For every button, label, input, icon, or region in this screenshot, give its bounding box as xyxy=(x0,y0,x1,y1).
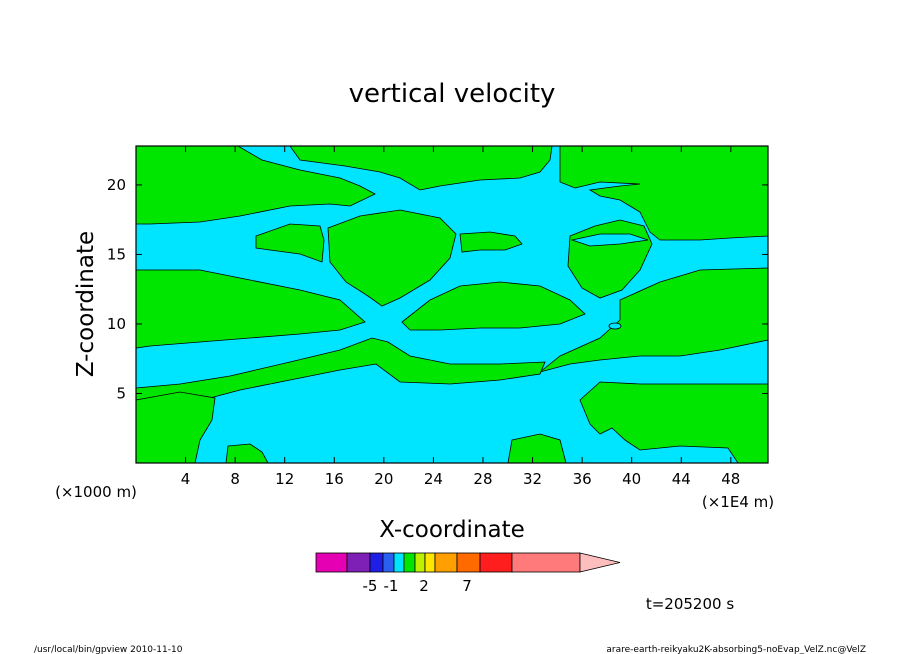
region-top-center xyxy=(289,145,553,191)
x-tick-label: 28 xyxy=(473,470,492,488)
footer-left: /usr/local/bin/gpview 2010-11-10 xyxy=(34,645,183,654)
region-bottom-right xyxy=(579,381,769,464)
x-tick-label: 24 xyxy=(424,470,443,488)
pocket-dome-right-inner xyxy=(570,233,649,247)
region-upper-left-band xyxy=(255,223,325,263)
x-axis-ticks: 4 8 12 16 20 24 28 32 36 40 44 48 xyxy=(181,146,740,488)
colorbar-swatch xyxy=(434,552,458,573)
colorbar-swatch xyxy=(456,552,481,573)
x-tick-label: 4 xyxy=(181,470,191,488)
colorbar-tick-label: 2 xyxy=(419,577,429,595)
colorbar-swatch xyxy=(393,552,405,573)
y-tick-label: 20 xyxy=(107,176,126,194)
negative-pockets xyxy=(570,233,649,330)
region-top-right xyxy=(559,145,769,241)
colorbar-swatch xyxy=(479,552,513,573)
colorbar: -5 -1 2 7 xyxy=(315,552,621,595)
colorbar-swatch xyxy=(315,552,348,573)
time-label: t=205200 s xyxy=(646,595,734,613)
colorbar-swatch xyxy=(414,552,426,573)
chart-title: vertical velocity xyxy=(349,79,556,109)
region-bottom-center xyxy=(507,433,567,464)
region-bottom-small xyxy=(225,443,269,464)
colorbar-arrow xyxy=(579,552,621,573)
region-top-left xyxy=(135,145,376,225)
x-tick-label: 44 xyxy=(672,470,691,488)
colorbar-swatch xyxy=(511,552,581,573)
y-tick-label: 5 xyxy=(116,384,126,402)
x-axis-label: X-coordinate xyxy=(379,517,525,543)
region-left-mid xyxy=(135,269,366,349)
x-tick-label: 12 xyxy=(275,470,294,488)
x-tick-label: 16 xyxy=(325,470,344,488)
region-band-mid xyxy=(459,231,523,253)
colorbar-swatch xyxy=(382,552,395,573)
x-tick-label: 20 xyxy=(374,470,393,488)
x-tick-label: 36 xyxy=(573,470,592,488)
pocket-small xyxy=(608,322,622,330)
footer-right: arare-earth-reikyaku2K-absorbing5-noEvap… xyxy=(606,645,866,654)
y-axis-ticks: 5 10 15 20 xyxy=(107,176,768,402)
colorbar-swatch xyxy=(369,552,384,573)
region-right-mid xyxy=(539,267,769,373)
x-unit-right: (×1E4 m) xyxy=(702,493,774,511)
plot-frame xyxy=(135,145,769,464)
colorbar-swatch xyxy=(346,552,371,573)
colorbar-swatch xyxy=(403,552,416,573)
field-regions xyxy=(135,145,769,464)
region-center-mid xyxy=(401,281,586,331)
colorbar-tick-label: -5 xyxy=(363,577,378,595)
x-tick-label: 8 xyxy=(230,470,240,488)
colorbar-tick-label: -1 xyxy=(384,577,399,595)
y-tick-label: 15 xyxy=(107,245,126,263)
x-unit-left: (×1000 m) xyxy=(55,483,137,501)
region-dome-left xyxy=(327,209,457,307)
x-tick-label: 48 xyxy=(721,470,740,488)
colorbar-tick-label: 7 xyxy=(462,577,472,595)
x-tick-label: 32 xyxy=(523,470,542,488)
y-axis-label: Z-coordinate xyxy=(73,231,99,377)
x-tick-label: 40 xyxy=(622,470,641,488)
y-tick-label: 10 xyxy=(107,315,126,333)
colorbar-swatch xyxy=(424,552,436,573)
